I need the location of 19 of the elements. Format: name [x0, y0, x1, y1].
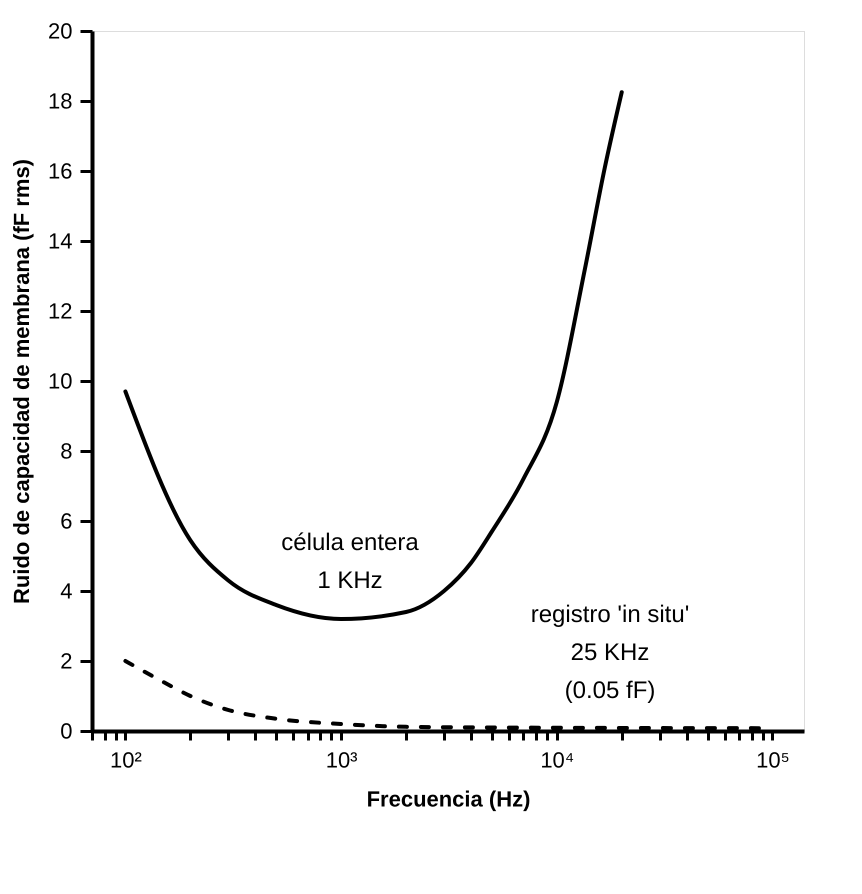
x-tick-label: 10⁴: [540, 748, 574, 772]
y-tick-label: 12: [48, 298, 72, 324]
y-tick-label: 2: [60, 648, 72, 674]
y-tick-label: 16: [48, 158, 72, 184]
y-axis-title: Ruido de capacidad de membrana (fF rms): [9, 159, 34, 604]
y-tick-label: 0: [60, 718, 72, 744]
x-tick-label: 10³: [326, 748, 358, 772]
annotation: registro 'in situ' 25 KHz (0.05 fF): [530, 601, 690, 704]
y-tick-label: 6: [60, 508, 72, 534]
y-tick-label: 18: [48, 88, 72, 114]
x-tick-label: 10²: [110, 748, 142, 772]
y-tick-label: 4: [60, 578, 72, 604]
y-tick-label: 14: [48, 228, 72, 254]
y-tick-label: 10: [48, 368, 72, 394]
x-tick-label: 10⁵: [756, 748, 790, 772]
x-axis-title: Frecuencia (Hz): [366, 786, 530, 812]
y-tick-label: 20: [48, 18, 72, 44]
annotation: célula entera 1 KHz: [281, 529, 420, 594]
y-tick-label: 8: [60, 438, 72, 464]
